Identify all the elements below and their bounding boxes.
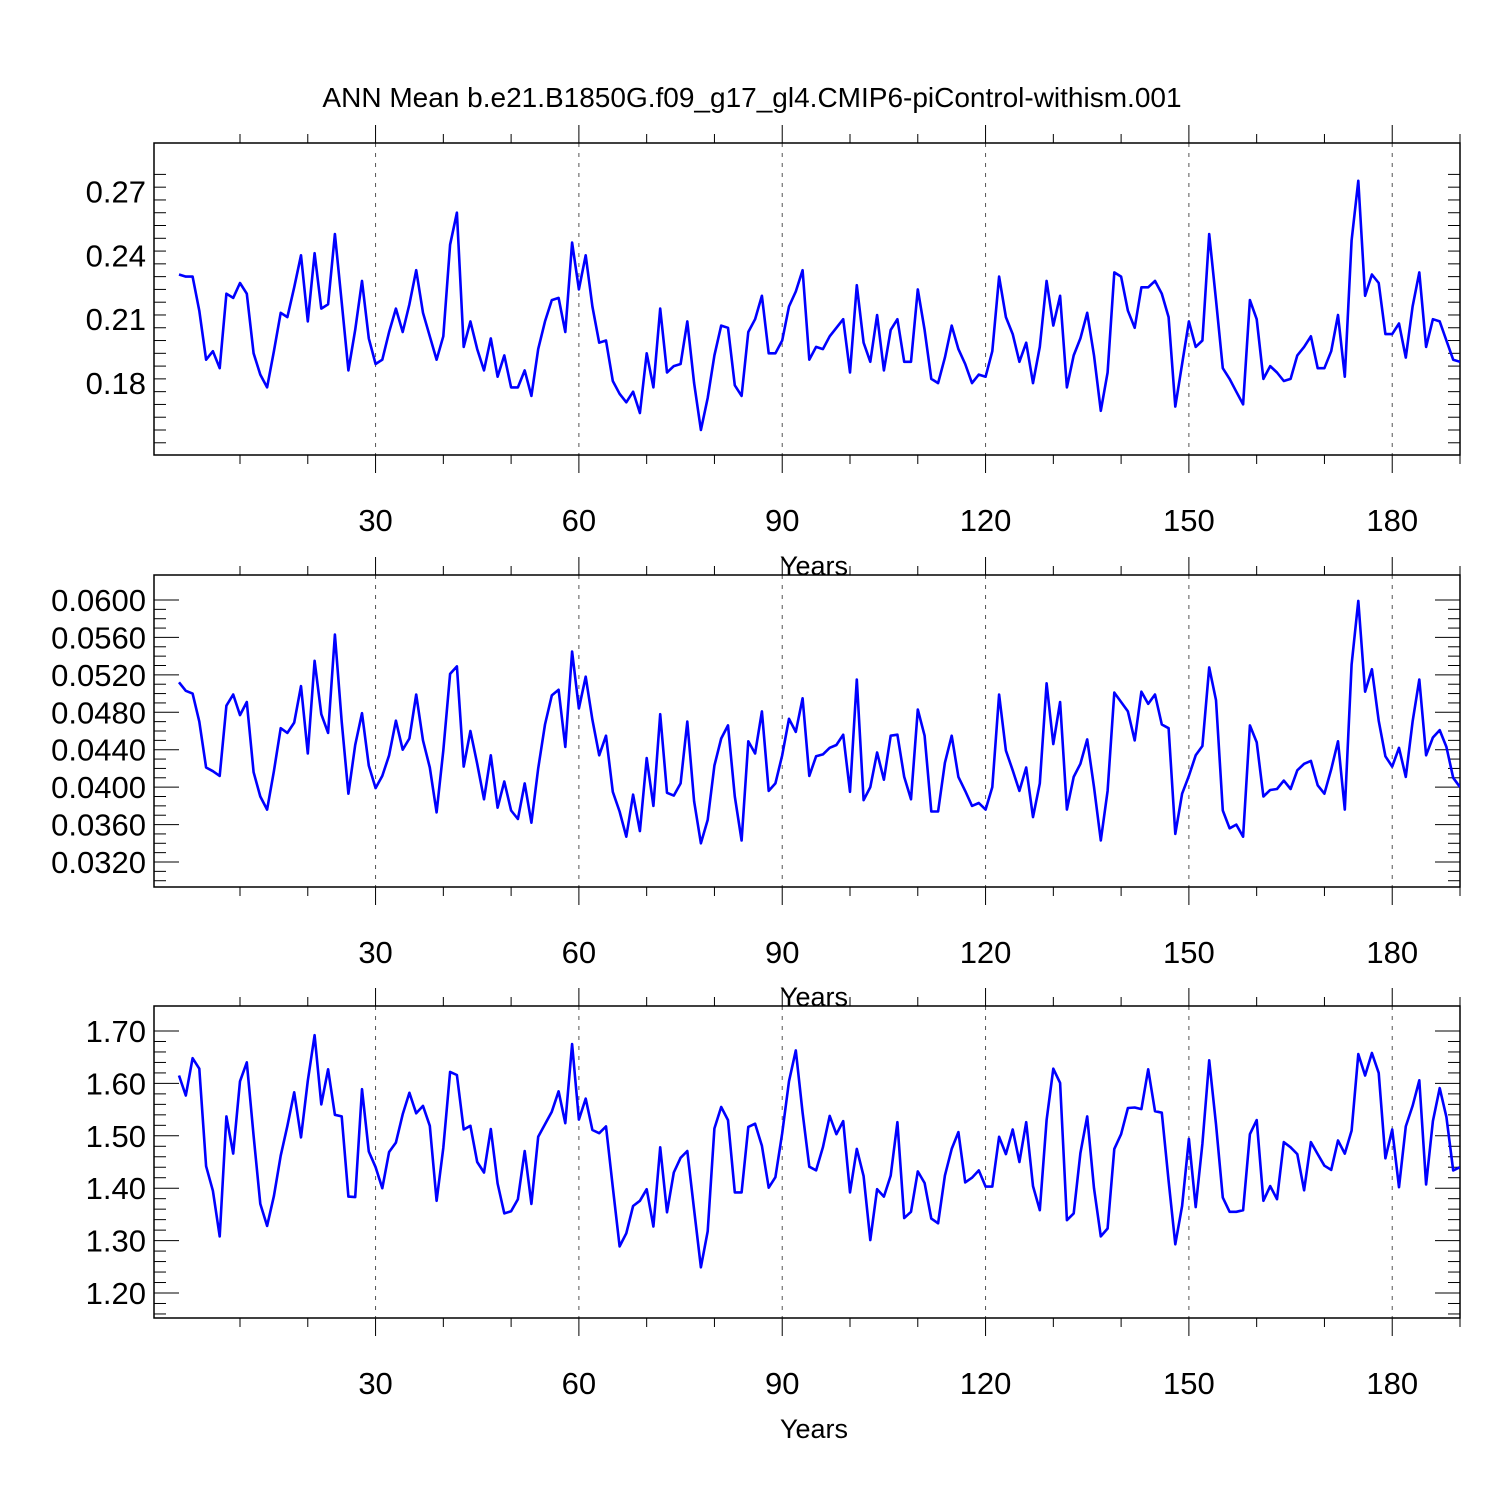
y-axis-label-sup: 3 — [17, 162, 36, 171]
x-tick-label: 60 — [562, 1366, 596, 1401]
x-tick-label: 150 — [1163, 503, 1215, 538]
y-tick-label: 0.0560 — [51, 620, 146, 655]
plot-frame — [153, 142, 1461, 456]
x-tick-label: 60 — [562, 935, 596, 970]
x-tick-label: 180 — [1366, 935, 1418, 970]
y-tick-label: 0.0360 — [51, 808, 146, 843]
x-axis-label: Years — [780, 982, 848, 1012]
plot-frame — [153, 1005, 1461, 1319]
x-tick-label: 120 — [960, 503, 1012, 538]
y-tick-label: 0.27 — [86, 174, 146, 209]
y-axis-label-sup: 3 — [17, 578, 36, 587]
y-axis-label-part: Ind Ice Area 10 — [18, 1100, 48, 1282]
x-tick-label: 90 — [765, 935, 799, 970]
y-tick-label: 0.24 — [86, 238, 146, 273]
x-tick-label: 180 — [1366, 503, 1418, 538]
y-tick-label: 0.21 — [86, 302, 146, 337]
y-axis-label: Ind Ice Volume 1013 m3 — [17, 162, 48, 437]
y-tick-label: 0.0320 — [51, 845, 146, 880]
y-tick-label: 0.0440 — [51, 733, 146, 768]
x-tick-label: 150 — [1163, 1366, 1215, 1401]
series-line — [177, 599, 1460, 845]
y-tick-label: 1.70 — [86, 1014, 146, 1049]
x-tick-label: 30 — [358, 503, 392, 538]
x-tick-label: 150 — [1163, 935, 1215, 970]
y-tick-label: 1.30 — [86, 1224, 146, 1259]
y-axis-label-sup: 13 — [17, 617, 36, 636]
x-tick-label: 120 — [960, 935, 1012, 970]
panels: 30 60 90 120 150 180 0.18 0.21 0.24 0.27 Years Ind … — [17, 125, 1461, 1444]
x-tick-label: 90 — [765, 503, 799, 538]
y-tick-label: 0.18 — [86, 366, 146, 401]
x-tick-label: 180 — [1366, 1366, 1418, 1401]
panel-2: 30 60 90 120 150 1800.03200.03600.04000.04400… — [17, 557, 1461, 1012]
y-axis-label-part: Ind Ice Volume 10 — [18, 220, 48, 436]
plot-frame — [153, 574, 1461, 888]
y-tick-label: 0.0520 — [51, 658, 146, 693]
series-line — [178, 179, 1460, 432]
y-tick-label: 1.40 — [86, 1171, 146, 1206]
y-axis-label: Ind Ice Area 1012 m2 — [17, 1042, 48, 1282]
x-axis-label: Years — [780, 1414, 848, 1444]
y-axis-label-sup: 12 — [17, 1081, 36, 1100]
y-tick-label: 1.20 — [86, 1276, 146, 1311]
x-tick-label: 120 — [960, 1366, 1012, 1401]
y-tick-label: 0.0400 — [51, 770, 146, 805]
y-axis-label-part: m — [18, 587, 48, 617]
y-tick-label: 1.60 — [86, 1066, 146, 1101]
x-axis-label: Years — [780, 551, 848, 581]
x-tick-label: 60 — [562, 503, 596, 538]
y-axis-label-sup: 13 — [17, 201, 36, 220]
x-tick-label: 90 — [765, 1366, 799, 1401]
panel-1: 30 60 90 120 150 180 0.18 0.21 0.24 0.27 Years Ind … — [17, 125, 1461, 581]
y-axis-label-sup: 2 — [17, 1042, 36, 1051]
panel-3: 30 60 90 120 150 180 1.20 1.30 1.40 1.50 1.60 1.70 Y… — [17, 988, 1461, 1444]
y-axis-label-part: Ind Snow Volume 10 — [18, 636, 48, 884]
y-axis-label-part: m — [18, 171, 48, 201]
x-tick-label: 30 — [358, 1366, 392, 1401]
series-line — [177, 1033, 1460, 1269]
y-tick-label: 1.50 — [86, 1119, 146, 1154]
y-tick-label: 0.0600 — [51, 583, 146, 618]
y-axis-label: Ind Snow Volume 1013 m3 — [17, 578, 48, 884]
x-tick-label: 30 — [358, 935, 392, 970]
y-tick-label: 0.0480 — [51, 695, 146, 730]
chart-title: ANN Mean b.e21.B1850G.f09_g17_gl4.CMIP6-… — [322, 82, 1181, 113]
y-axis-label-part: m — [18, 1051, 48, 1081]
